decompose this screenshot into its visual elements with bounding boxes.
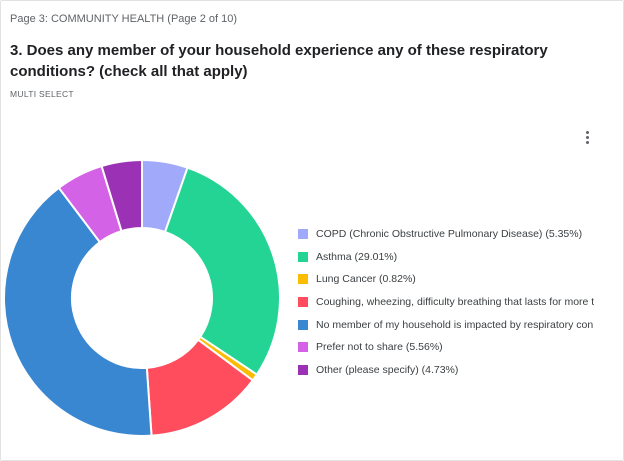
donut-slice-4[interactable]: [3, 186, 153, 437]
legend-label: No member of my household is impacted by…: [316, 318, 594, 331]
legend-item-1[interactable]: Asthma (29.01%): [298, 246, 608, 269]
legend-swatch: [298, 274, 308, 285]
donut-chart: [3, 158, 281, 437]
chart-legend: COPD (Chronic Obstructive Pulmonary Dise…: [298, 223, 608, 381]
legend-label: Asthma (29.01%): [316, 250, 398, 263]
legend-swatch: [298, 319, 308, 330]
legend-swatch: [298, 342, 308, 353]
legend-label: Coughing, wheezing, difficulty breathing…: [316, 296, 595, 309]
legend-item-0[interactable]: COPD (Chronic Obstructive Pulmonary Dise…: [298, 223, 608, 246]
legend-swatch: [298, 297, 308, 308]
legend-item-6[interactable]: Other (please specify) (4.73%): [298, 359, 608, 382]
legend-label: Other (please specify) (4.73%): [316, 363, 459, 376]
legend-label: Lung Cancer (0.82%): [316, 273, 416, 286]
question-title: 3. Does any member of your household exp…: [10, 42, 548, 80]
legend-label: Prefer not to share (5.56%): [316, 341, 443, 354]
legend-item-4[interactable]: No member of my household is impacted by…: [298, 313, 608, 336]
legend-item-2[interactable]: Lung Cancer (0.82%): [298, 268, 608, 291]
donut-slice-6[interactable]: [100, 158, 143, 233]
question-type-label: MULTI SELECT: [10, 89, 74, 99]
vertical-dots-icon[interactable]: [579, 127, 595, 147]
legend-item-3[interactable]: Coughing, wheezing, difficulty breathing…: [298, 291, 608, 314]
legend-swatch: [298, 229, 308, 240]
legend-swatch: [298, 364, 308, 375]
legend-item-5[interactable]: Prefer not to share (5.56%): [298, 336, 608, 359]
legend-swatch: [298, 251, 308, 262]
donut-slice-1[interactable]: [163, 166, 281, 376]
page-label: Page 3: COMMUNITY HEALTH (Page 2 of 10): [10, 13, 238, 25]
legend-label: COPD (Chronic Obstructive Pulmonary Dise…: [316, 228, 583, 241]
